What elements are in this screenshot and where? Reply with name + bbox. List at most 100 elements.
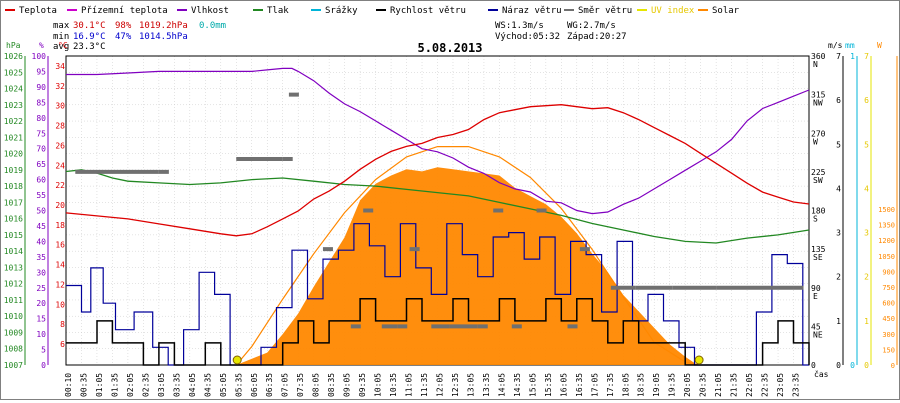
tick-hpa: 1023 — [4, 101, 23, 110]
legend-label: Směr větru — [578, 6, 632, 16]
x-tick-label: 10:05 — [374, 373, 383, 397]
x-tick-label: 08:05 — [312, 373, 321, 397]
tick-hpa: 1008 — [4, 345, 23, 354]
x-tick-label: 14:05 — [497, 373, 506, 397]
x-tick-label: 07:05 — [281, 373, 290, 397]
tick-solar: 900 — [882, 268, 895, 276]
tick-hpa: 1018 — [4, 182, 23, 191]
tick-celsius: 12 — [55, 280, 65, 289]
tick-solar: 300 — [882, 331, 895, 339]
x-tick-label: 21:35 — [730, 373, 739, 397]
x-tick-label: 15:35 — [544, 373, 553, 397]
tick-direction-label: SW — [813, 176, 823, 185]
x-tick-label: 19:05 — [652, 373, 661, 397]
stats-avg-temp: 23.3°C — [73, 42, 106, 52]
tick-percent: 35 — [36, 253, 46, 262]
tick-direction: 360 — [811, 52, 826, 61]
x-tick-label: 04:35 — [203, 373, 212, 397]
unit-ms: m/s — [828, 41, 843, 50]
x-tick-label: 06:05 — [250, 373, 259, 397]
x-tick-label: 11:35 — [420, 373, 429, 397]
x-tick-label: 10:35 — [389, 373, 398, 397]
x-tick-label: 12:35 — [451, 373, 460, 397]
tick-percent: 65 — [36, 160, 46, 169]
x-axis-ticks: 00:10 00:35 01:05 01:35 02:05 02:35 03:05 03:35… — [64, 373, 801, 397]
x-tick-label: 14:35 — [513, 373, 522, 397]
tick-ms: 3 — [836, 229, 841, 238]
tick-direction-label: E — [813, 292, 818, 301]
x-tick-label: 07:35 — [296, 373, 305, 397]
tick-hpa: 1015 — [4, 231, 23, 240]
tick-celsius: 14 — [55, 261, 65, 270]
tick-direction-label: SE — [813, 253, 823, 262]
tick-solar: 0 — [891, 362, 895, 370]
tick-percent: 10 — [36, 330, 46, 339]
tick-solar: 1050 — [878, 253, 895, 261]
tick-celsius: 30 — [55, 102, 65, 111]
tick-uv: 2 — [864, 273, 869, 282]
tick-celsius: 32 — [55, 82, 65, 91]
tick-uv: 1 — [864, 317, 869, 326]
tick-direction: 135 — [811, 245, 826, 254]
legend: Teplota Přízemní teplota Vlhkost Tlak Srážky… — [5, 6, 740, 16]
tick-percent: 25 — [36, 284, 46, 293]
pressure-series — [65, 169, 810, 244]
unit-celsius: °C — [58, 41, 68, 50]
x-tick-label: 09:35 — [358, 373, 367, 397]
x-tick-label: 23:35 — [792, 373, 801, 397]
wind-gust-series — [66, 223, 809, 366]
solar-series — [236, 167, 698, 365]
sunrise-time: Východ:05:32 — [495, 32, 560, 42]
tick-percent: 50 — [36, 207, 46, 216]
tick-percent: 95 — [36, 67, 46, 76]
unit-w: W — [877, 41, 882, 50]
tick-direction: 0 — [811, 361, 816, 370]
wind-dir-mark — [322, 247, 333, 252]
tick-ms: 1 — [836, 317, 841, 326]
stats-max-press: 1019.2hPa — [139, 21, 188, 31]
tick-percent: 85 — [36, 98, 46, 107]
wind-dir-mark — [579, 247, 590, 252]
tick-celsius: 20 — [55, 201, 65, 210]
wind-speed-avg: WS:1.3m/s — [495, 21, 544, 31]
tick-celsius: 10 — [55, 300, 65, 309]
tick-percent: 55 — [36, 191, 46, 200]
tick-hpa: 1017 — [4, 198, 23, 207]
tick-mm: 0 — [850, 361, 855, 370]
x-tick-label: 21:05 — [714, 373, 723, 397]
tick-ms: 0 — [836, 361, 841, 370]
legend-label: Srážky — [325, 6, 358, 16]
tick-celsius: 24 — [55, 161, 65, 170]
tick-percent: 30 — [36, 268, 46, 277]
tick-mm: 1 — [850, 52, 855, 61]
chart-title: 5.08.2013 — [417, 41, 482, 55]
x-tick-label: 17:35 — [606, 373, 615, 397]
wind-dir-mark — [511, 324, 522, 329]
tick-hpa: 1013 — [4, 263, 23, 272]
tick-ms: 5 — [836, 140, 841, 149]
wind-dir-mark — [431, 324, 450, 329]
tick-hpa: 1021 — [4, 133, 23, 142]
legend-label: Teplota — [19, 6, 57, 16]
tick-hpa: 1022 — [4, 117, 23, 126]
legend-label: UV index — [651, 6, 695, 16]
x-tick-label: 19:35 — [668, 373, 677, 397]
wind-dir-mark — [381, 324, 398, 329]
x-tick-label: 02:05 — [126, 373, 135, 397]
wind-dir-mark — [477, 324, 488, 329]
x-tick-label: 03:35 — [172, 373, 181, 397]
tick-percent: 100 — [32, 52, 47, 61]
stats-min-label: min — [53, 32, 69, 42]
x-tick-label: 11:05 — [405, 373, 414, 397]
stats-min-hum: 47% — [115, 32, 132, 42]
wind-dir-mark — [493, 208, 504, 213]
x-tick-label: 06:35 — [265, 373, 274, 397]
tick-direction: 180 — [811, 207, 826, 216]
legend-label: Vlhkost — [191, 6, 229, 16]
tick-percent: 90 — [36, 83, 46, 92]
wind-info: WS:1.3m/s WG:2.7m/s Východ:05:32 Západ:2… — [495, 21, 627, 42]
tick-hpa: 1016 — [4, 215, 23, 224]
uv-marker — [232, 355, 242, 365]
tick-ms: 6 — [836, 96, 841, 105]
